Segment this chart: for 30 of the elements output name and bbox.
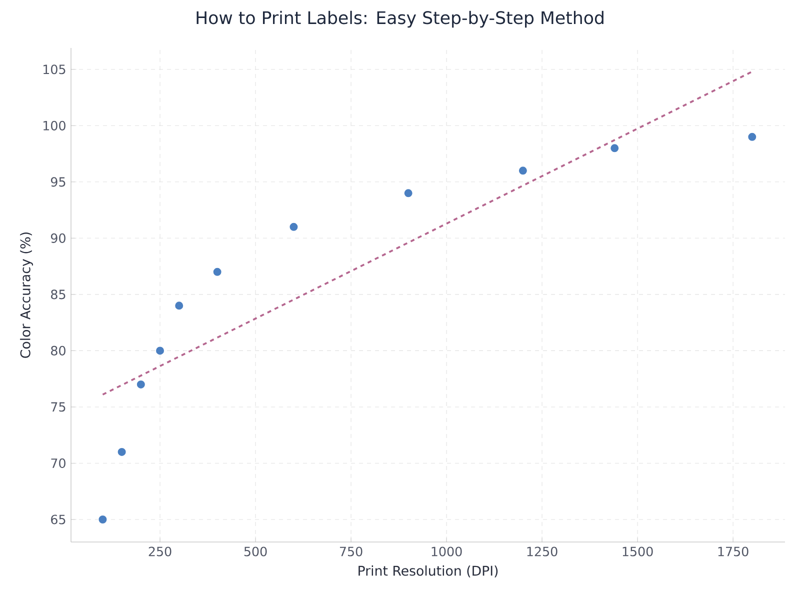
x-axis-title: Print Resolution (DPI) (358, 565, 498, 578)
y-tick-label: 70 (51, 458, 66, 468)
x-tick-label: 750 (340, 546, 362, 556)
point (136, 380, 146, 390)
y-tick-label: 80 (51, 346, 66, 356)
point (117, 447, 127, 457)
x-tick-label: 1500 (622, 546, 653, 556)
x-tick-label: 250 (148, 546, 172, 556)
point (174, 300, 184, 310)
point (610, 143, 620, 153)
point (98, 514, 108, 524)
point (747, 132, 757, 142)
y-tick-label: 75 (51, 402, 66, 412)
x-tick-label: 500 (244, 546, 267, 556)
point (288, 222, 299, 232)
x-tick-label: 1250 (527, 546, 558, 556)
point (212, 267, 222, 277)
point (518, 166, 528, 176)
y-tick-label: 95 (50, 177, 66, 187)
y-tick-label: 65 (51, 514, 66, 524)
x-tick-label: 1750 (718, 546, 748, 556)
point (404, 188, 414, 198)
y-tick-label: 105 (44, 64, 66, 74)
x-tick-label: 1000 (432, 546, 462, 556)
y-tick-label: 85 (51, 290, 66, 300)
point (155, 346, 165, 356)
y-tick-label: 90 (50, 233, 66, 243)
y-tick-label: 100 (44, 120, 66, 130)
chart-title: How to Print Labels: Easy Step-by-Step Method (196, 10, 604, 28)
y-axis-title: Color Accuracy (%) (20, 232, 33, 358)
